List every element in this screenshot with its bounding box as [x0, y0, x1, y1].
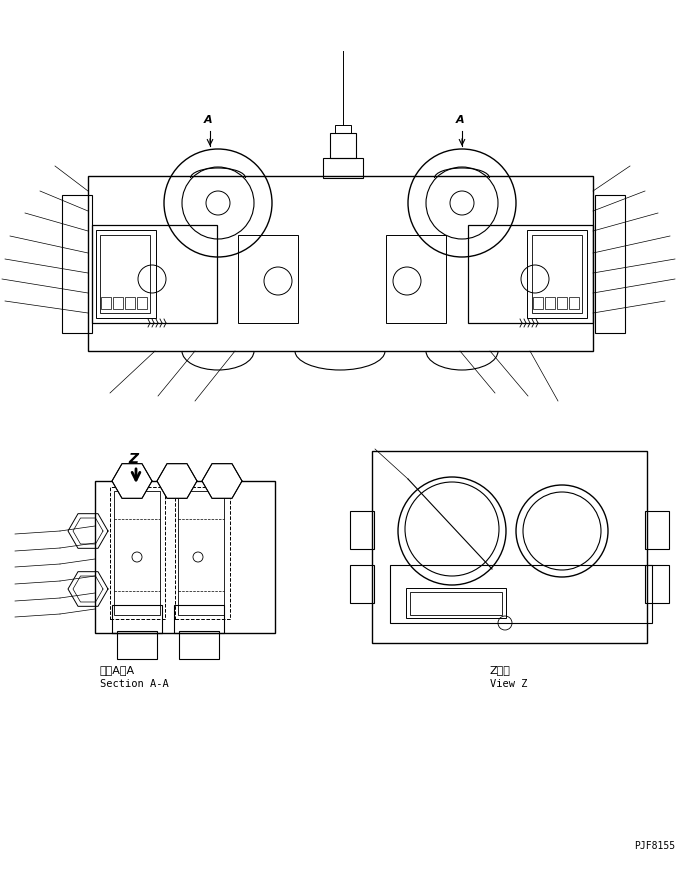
- Bar: [96, 230, 156, 318]
- Bar: [335, 125, 351, 133]
- Bar: [527, 230, 587, 318]
- Bar: [372, 451, 647, 643]
- Bar: [238, 235, 298, 323]
- Bar: [645, 565, 669, 603]
- Text: PJF8155: PJF8155: [634, 841, 675, 851]
- Bar: [137, 297, 147, 309]
- Bar: [101, 297, 111, 309]
- Bar: [468, 225, 593, 323]
- Bar: [100, 235, 150, 313]
- Bar: [112, 605, 162, 633]
- Bar: [410, 592, 502, 615]
- Bar: [595, 195, 625, 333]
- Bar: [179, 631, 219, 659]
- Bar: [557, 297, 567, 309]
- Bar: [569, 297, 579, 309]
- Bar: [117, 631, 157, 659]
- Bar: [545, 297, 555, 309]
- Bar: [92, 225, 217, 323]
- Polygon shape: [112, 463, 152, 498]
- Text: View Z: View Z: [490, 679, 528, 689]
- Text: 断面A－A: 断面A－A: [100, 665, 135, 675]
- Bar: [125, 297, 135, 309]
- Bar: [386, 235, 446, 323]
- Bar: [532, 235, 582, 313]
- Bar: [114, 491, 160, 615]
- Bar: [533, 297, 543, 309]
- Text: Section A-A: Section A-A: [100, 679, 169, 689]
- Polygon shape: [202, 463, 242, 498]
- Bar: [175, 487, 230, 619]
- Bar: [95, 481, 275, 633]
- Bar: [174, 605, 224, 633]
- Text: A: A: [204, 115, 213, 125]
- Text: A: A: [456, 115, 464, 125]
- Bar: [330, 133, 356, 158]
- Text: Z: Z: [128, 452, 138, 466]
- Bar: [390, 565, 652, 623]
- Bar: [178, 491, 224, 615]
- Bar: [88, 176, 593, 351]
- Bar: [350, 511, 374, 549]
- Bar: [645, 511, 669, 549]
- Bar: [110, 487, 165, 619]
- Bar: [62, 195, 92, 333]
- Polygon shape: [157, 463, 197, 498]
- Bar: [323, 158, 363, 178]
- Bar: [113, 297, 123, 309]
- Bar: [350, 565, 374, 603]
- Bar: [406, 588, 506, 618]
- Text: Z　視: Z 視: [490, 665, 511, 675]
